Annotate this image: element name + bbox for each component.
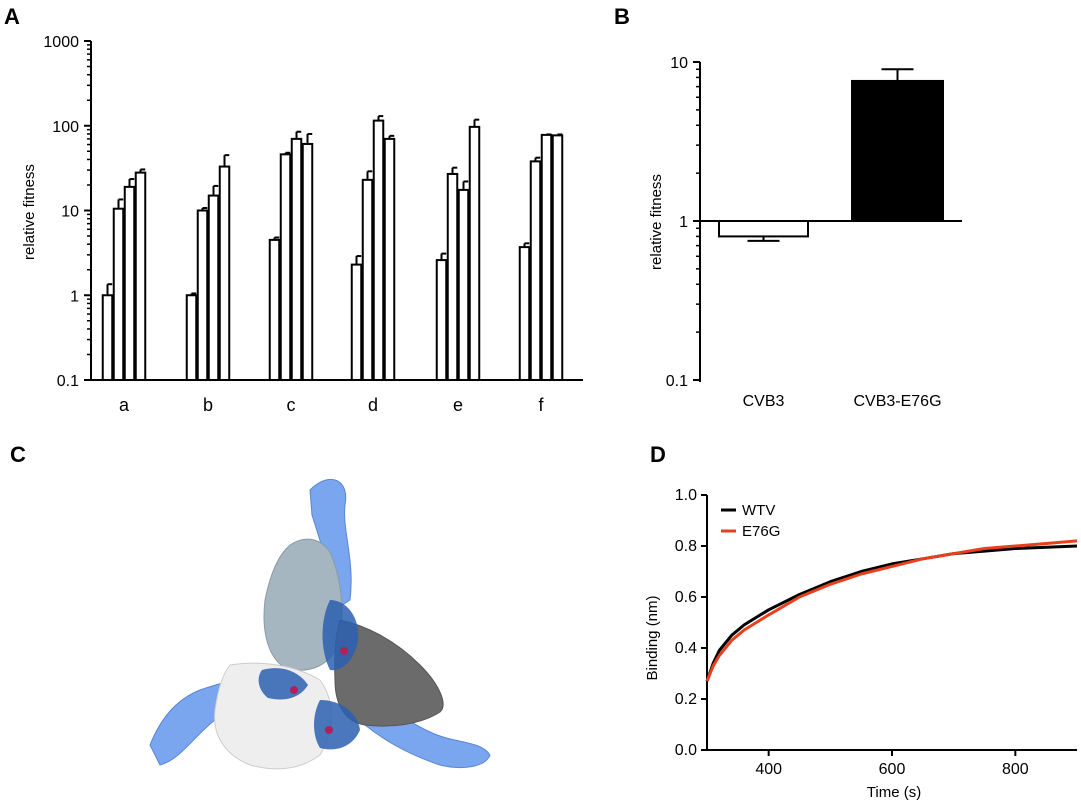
chart-a-ylabel: relative fitness	[21, 164, 38, 260]
structure-site-marker	[340, 647, 348, 655]
chart-a-bar	[540, 133, 553, 381]
panel-label-c: C	[10, 442, 26, 467]
chart-d: Binding (nm) Time (s) 0.0 0.2 0.4 0.6 0.8 1.0…	[644, 487, 1078, 800]
chart-d-series-line	[705, 539, 1078, 682]
chart-a-bar	[457, 188, 470, 381]
chart-a-bar	[218, 165, 231, 381]
structure-overlap-region-bottom	[314, 700, 360, 750]
chart-d-x-tick-label: 400	[755, 761, 782, 778]
chart-a-y-tick-label: 10	[61, 204, 79, 221]
chart-b-bar	[718, 220, 809, 238]
chart-a-bar	[301, 142, 314, 381]
chart-d-series-line	[705, 544, 1078, 682]
chart-a: relative fitness 0.1 1 10 100 1000 a b c d e f	[21, 34, 583, 415]
chart-a-bar	[196, 209, 209, 381]
chart-a-category-label: d	[368, 395, 378, 415]
panel-label-a: A	[4, 4, 20, 29]
chart-a-bar	[123, 185, 136, 381]
chart-a-category-label: c	[287, 395, 296, 415]
chart-a-category-label: e	[453, 395, 463, 415]
chart-a-bar	[446, 172, 459, 381]
chart-d-xlabel: Time (s)	[867, 784, 921, 800]
panel-label-b: B	[614, 4, 630, 29]
chart-a-bar	[185, 294, 198, 381]
structure-overlap-region-top	[322, 600, 359, 671]
chart-a-bar	[134, 171, 147, 381]
chart-d-y-tick-label: 0.8	[675, 538, 697, 555]
chart-a-bar	[350, 263, 363, 381]
chart-a-category-label: f	[538, 395, 544, 415]
chart-a-bar	[468, 125, 481, 381]
chart-a-category-label: b	[203, 395, 213, 415]
chart-a-y-tick-label: 1000	[43, 34, 79, 51]
chart-d-y-tick-label: 0.0	[675, 742, 697, 759]
chart-d-y-tick-label: 0.6	[675, 589, 697, 606]
chart-d-x-tick-label: 800	[1002, 761, 1029, 778]
chart-d-legend-label: E76G	[742, 523, 780, 540]
panel-label-d: D	[650, 442, 666, 467]
structure-chain-grey-blue	[263, 538, 343, 671]
protein-structure-image	[149, 478, 491, 770]
chart-a-bar	[101, 294, 114, 381]
chart-a-bar	[279, 153, 292, 381]
chart-b-category-label: CVB3	[743, 393, 785, 410]
chart-b: relative fitness 0.1 1 10 CVB3 CVB3-E76G	[648, 55, 962, 410]
chart-a-bar	[518, 246, 531, 381]
chart-a-bar	[207, 194, 220, 381]
chart-a-category-label: a	[119, 395, 130, 415]
structure-chain-dark	[334, 619, 444, 727]
chart-b-ylabel: relative fitness	[648, 174, 665, 270]
chart-a-bar	[112, 207, 125, 381]
chart-d-legend-label: WTV	[742, 502, 775, 519]
chart-a-y-tick-label: 1	[70, 288, 79, 305]
chart-d-ylabel: Binding (nm)	[644, 595, 661, 680]
structure-site-marker	[325, 726, 333, 734]
chart-a-bar	[290, 137, 303, 381]
chart-d-y-tick-label: 0.4	[675, 640, 697, 657]
chart-a-y-tick-label: 0.1	[57, 373, 79, 390]
chart-d-y-tick-label: 0.2	[675, 691, 697, 708]
chart-b-y-tick-label: 10	[670, 55, 688, 72]
chart-a-bar	[383, 137, 396, 381]
chart-d-y-tick-label: 1.0	[675, 487, 697, 504]
chart-a-bar	[268, 238, 281, 381]
chart-a-bar	[529, 160, 542, 381]
chart-d-x-tick-label: 600	[879, 761, 906, 778]
chart-b-bar	[851, 79, 944, 222]
chart-a-bar	[361, 178, 374, 381]
chart-a-bar	[372, 119, 385, 381]
chart-a-bar	[435, 259, 448, 381]
chart-b-y-tick-label: 0.1	[666, 373, 688, 390]
trimer-protein-structure-icon	[149, 478, 491, 770]
structure-site-marker	[290, 686, 298, 694]
chart-b-y-tick-label: 1	[679, 214, 688, 231]
chart-a-bar	[551, 134, 564, 381]
chart-a-y-tick-label: 100	[52, 119, 79, 136]
chart-b-category-label: CVB3-E76G	[853, 393, 941, 410]
